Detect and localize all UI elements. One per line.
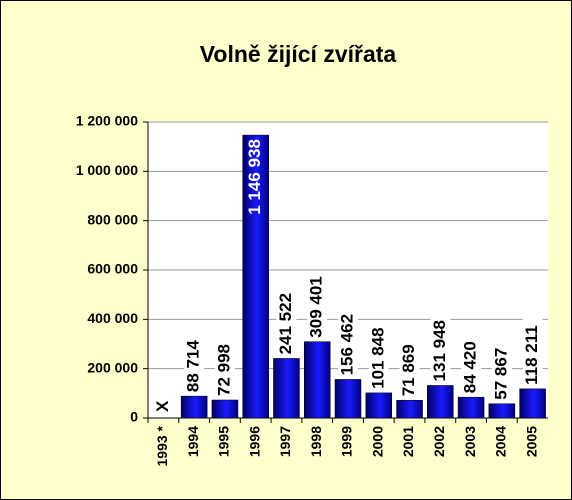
data-label: 101 848 bbox=[368, 327, 387, 388]
x-tick-label: 1994 bbox=[185, 426, 201, 457]
bar bbox=[242, 134, 269, 419]
x-tick-label: 2001 bbox=[400, 426, 416, 457]
x-tick-label: 1995 bbox=[216, 426, 232, 457]
y-tick-label: 200 000 bbox=[87, 359, 138, 375]
bar bbox=[488, 403, 516, 419]
data-label: 156 462 bbox=[337, 314, 356, 375]
bar bbox=[427, 385, 454, 419]
chart-title: Volně žijící zvířata bbox=[200, 41, 397, 67]
y-tick-label: 0 bbox=[130, 409, 138, 425]
data-label-bg bbox=[184, 334, 205, 393]
data-label: 88 714 bbox=[184, 340, 203, 393]
data-label-bg bbox=[214, 338, 235, 396]
y-tick-label: 600 000 bbox=[87, 261, 138, 277]
y-tick-label: 400 000 bbox=[87, 310, 138, 326]
data-label-bg bbox=[276, 287, 297, 355]
bar bbox=[365, 392, 393, 419]
x-tick-label: 1999 bbox=[339, 426, 355, 457]
x-tick-label: 2003 bbox=[462, 426, 478, 457]
x-tick-label: 2000 bbox=[369, 426, 385, 457]
bar bbox=[303, 341, 331, 419]
x-tick-label: 1997 bbox=[277, 426, 293, 457]
data-label: 72 998 bbox=[214, 344, 233, 396]
data-label-bg bbox=[307, 270, 328, 338]
data-label: 1 146 938 bbox=[245, 139, 264, 215]
data-label: 118 211 bbox=[522, 325, 541, 385]
bar bbox=[457, 396, 485, 419]
bar bbox=[273, 358, 300, 419]
bar bbox=[334, 379, 362, 419]
data-label: 241 522 bbox=[276, 293, 295, 354]
data-label: X bbox=[153, 400, 172, 412]
data-label-bg bbox=[368, 321, 389, 389]
data-label-bg bbox=[399, 338, 420, 397]
data-label-bg bbox=[491, 342, 512, 400]
data-label-bg bbox=[461, 335, 482, 394]
x-tick-label: 1996 bbox=[246, 426, 262, 457]
data-label: 57 867 bbox=[491, 348, 510, 400]
y-tick-label: 1 000 000 bbox=[76, 162, 138, 178]
x-tick-label: 1993 * bbox=[154, 425, 170, 466]
data-label: 84 420 bbox=[461, 341, 480, 393]
data-label-bg bbox=[522, 317, 543, 385]
x-tick-label: 1998 bbox=[308, 426, 324, 457]
data-label-bg bbox=[338, 308, 358, 376]
x-tick-label: 2004 bbox=[493, 426, 509, 457]
y-tick-label: 800 000 bbox=[87, 211, 138, 227]
y-tick-label: 1 200 000 bbox=[76, 113, 138, 129]
data-label-bg bbox=[430, 314, 451, 382]
data-label: 309 401 bbox=[307, 276, 326, 337]
data-label: 131 948 bbox=[430, 320, 449, 381]
x-tick-label: 2005 bbox=[523, 426, 539, 457]
bar bbox=[396, 400, 423, 419]
bar bbox=[180, 395, 208, 419]
bar bbox=[519, 388, 546, 419]
data-label: 71 869 bbox=[399, 344, 418, 396]
bar bbox=[211, 399, 239, 419]
x-tick-label: 2002 bbox=[431, 426, 447, 457]
